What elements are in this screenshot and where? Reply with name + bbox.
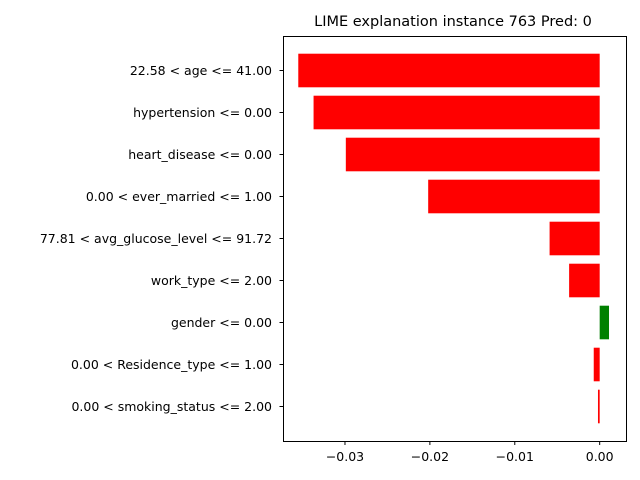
bar (569, 264, 600, 298)
bar (550, 222, 600, 256)
x-tick-label: 0.00 (586, 449, 614, 464)
y-tick-label: 0.00 < Residence_type <= 1.00 (71, 357, 272, 372)
bar (594, 348, 600, 382)
y-tick-label: 22.58 < age <= 41.00 (130, 63, 272, 78)
bar (298, 54, 599, 88)
chart-title: LIME explanation instance 763 Pred: 0 (314, 14, 592, 30)
bars-group (298, 54, 609, 424)
bar (428, 180, 599, 214)
y-tick-label: 77.81 < avg_glucose_level <= 91.72 (40, 231, 272, 246)
x-tick-label: −0.02 (411, 449, 449, 464)
x-tick-label: −0.03 (326, 449, 364, 464)
y-tick-label: gender <= 0.00 (171, 315, 272, 330)
bar (314, 96, 600, 130)
y-tick-label: hypertension <= 0.00 (133, 105, 272, 120)
bar (600, 306, 609, 340)
bar (598, 390, 600, 424)
y-tick-label: 0.00 < ever_married <= 1.00 (86, 189, 272, 204)
y-tick-label: 0.00 < smoking_status <= 2.00 (71, 399, 272, 414)
y-tick-label: work_type <= 2.00 (151, 273, 272, 288)
y-axis: 22.58 < age <= 41.00 hypertension <= 0.00… (40, 63, 283, 414)
bar (346, 138, 600, 172)
y-tick-label: heart_disease <= 0.00 (128, 147, 272, 162)
x-axis: −0.03 −0.02 −0.01 0.00 (326, 441, 614, 464)
x-tick-label: −0.01 (496, 449, 534, 464)
